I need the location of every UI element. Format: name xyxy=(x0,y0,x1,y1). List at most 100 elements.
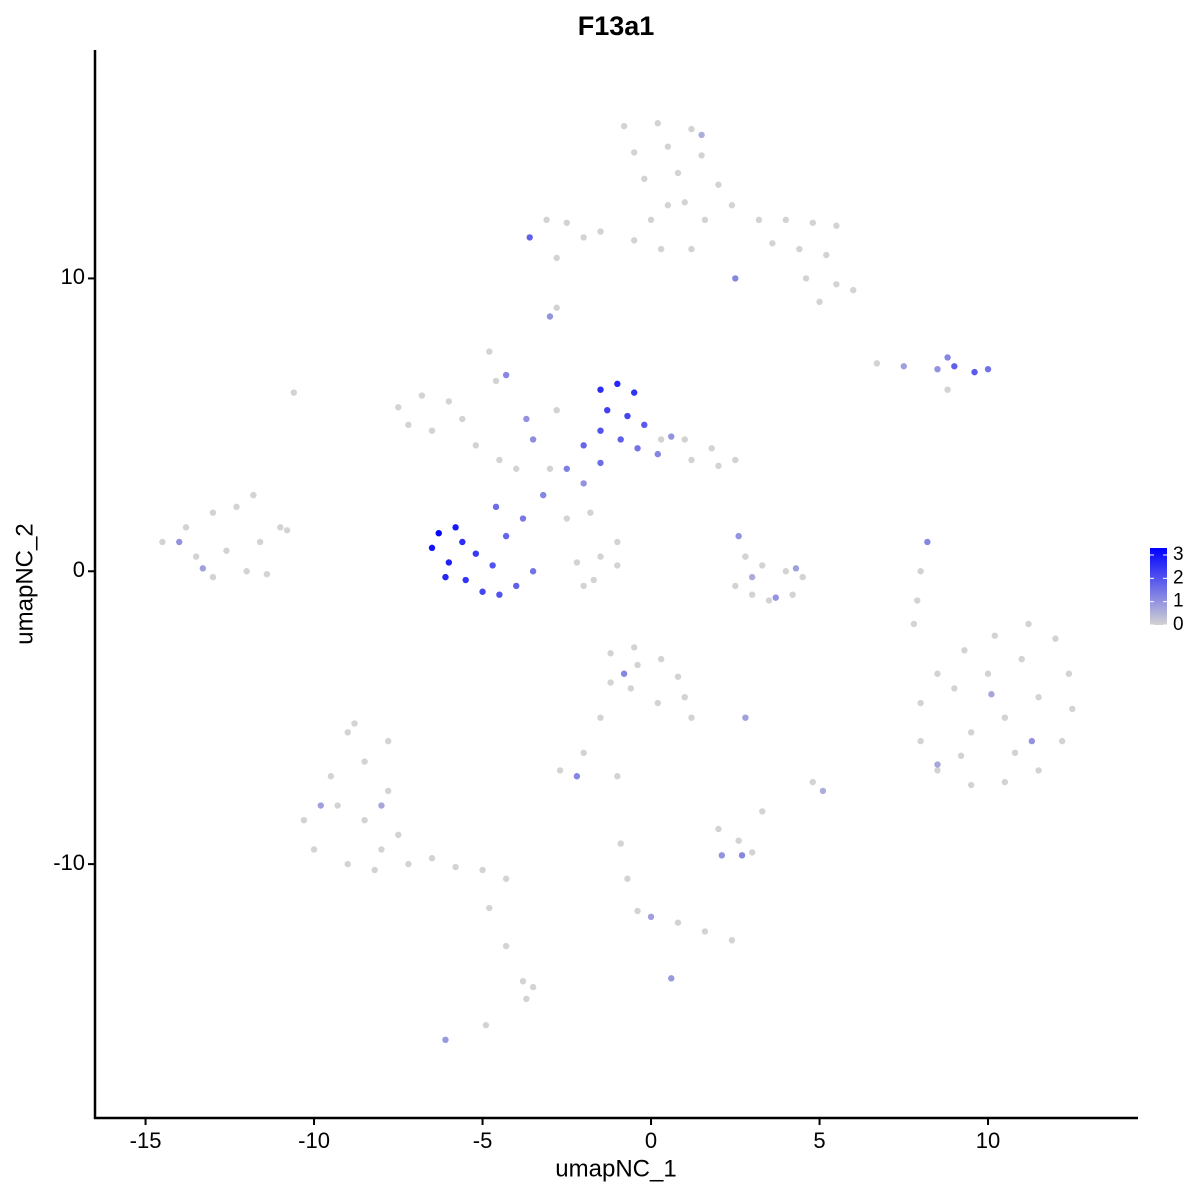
cell-point xyxy=(701,216,709,224)
cell-point xyxy=(769,240,776,247)
cell-point xyxy=(718,852,726,859)
cell-point xyxy=(624,875,631,882)
cell-point xyxy=(519,978,527,985)
cell-point xyxy=(630,237,638,244)
cell-point xyxy=(614,380,621,388)
cell-point xyxy=(657,245,665,253)
cell-point xyxy=(715,825,722,833)
cell-point xyxy=(614,773,621,780)
cell-point xyxy=(742,714,749,721)
cell-point xyxy=(647,216,655,224)
cell-point xyxy=(934,761,941,768)
cell-point xyxy=(917,568,924,575)
cell-point xyxy=(971,368,978,376)
cell-point xyxy=(526,234,533,241)
cell-point xyxy=(395,404,402,411)
x-tick-label: -10 xyxy=(298,1128,330,1153)
cell-point xyxy=(934,767,941,774)
cell-point xyxy=(634,907,641,915)
cell-point xyxy=(553,304,560,311)
cell-point xyxy=(523,995,530,1003)
cell-point xyxy=(617,436,624,443)
cell-point xyxy=(492,503,500,511)
cell-point xyxy=(1018,655,1025,663)
cell-point xyxy=(967,729,975,736)
cell-point xyxy=(1001,778,1009,786)
cell-point xyxy=(735,837,742,844)
cell-point xyxy=(452,524,459,531)
cell-point xyxy=(681,436,688,443)
cell-point xyxy=(546,313,554,320)
x-tick-label: 0 xyxy=(645,1128,657,1153)
cell-point xyxy=(546,465,554,472)
cell-point xyxy=(988,691,995,698)
cell-point xyxy=(445,398,453,405)
cell-point xyxy=(630,644,638,651)
cell-point xyxy=(452,863,459,871)
cell-point xyxy=(620,122,628,130)
cell-point xyxy=(759,562,766,569)
cell-point xyxy=(472,442,480,449)
cell-point xyxy=(496,456,503,464)
cell-point xyxy=(405,421,412,429)
cell-point xyxy=(1028,737,1036,745)
cell-point xyxy=(361,816,368,824)
color-bar-label: 1 xyxy=(1173,591,1184,612)
cell-point xyxy=(674,673,682,680)
cell-point xyxy=(833,222,840,229)
cell-point xyxy=(1058,737,1066,745)
cell-point xyxy=(630,149,638,156)
cell-point xyxy=(192,553,200,560)
cell-point xyxy=(1035,767,1042,774)
cell-point xyxy=(371,866,378,874)
x-axis-label: umapNC_1 xyxy=(555,1155,676,1182)
cell-point xyxy=(607,679,614,686)
cell-point xyxy=(951,363,958,370)
cell-point xyxy=(742,553,749,560)
cell-point xyxy=(492,377,500,385)
cell-point xyxy=(587,509,594,516)
cell-point xyxy=(209,573,217,581)
cell-point xyxy=(755,216,763,224)
cell-point xyxy=(573,559,581,566)
cell-point xyxy=(597,427,604,434)
cell-point xyxy=(1035,693,1042,701)
cell-point xyxy=(951,685,958,692)
cell-point xyxy=(580,442,587,449)
cell-point xyxy=(688,125,695,133)
cell-point xyxy=(502,942,510,950)
cell-point xyxy=(759,808,766,815)
cell-point xyxy=(816,298,823,306)
cell-point xyxy=(668,975,675,982)
cell-point xyxy=(715,462,722,470)
color-bar-label: 2 xyxy=(1173,567,1184,588)
cell-point xyxy=(317,802,324,809)
cell-point xyxy=(984,365,992,373)
cell-point xyxy=(850,286,857,294)
cell-point xyxy=(917,699,924,707)
cell-point xyxy=(435,529,442,537)
cell-point xyxy=(604,406,611,414)
cell-point xyxy=(580,480,587,487)
cell-point xyxy=(479,866,486,874)
cell-point xyxy=(708,445,715,452)
cell-point xyxy=(634,661,641,669)
cell-point xyxy=(728,202,736,209)
y-axis-label: umapNC_2 xyxy=(11,523,38,644)
cell-point xyxy=(674,919,682,926)
cell-point xyxy=(654,120,661,127)
cell-point xyxy=(1069,705,1076,713)
cell-point xyxy=(597,459,604,467)
cell-point xyxy=(573,773,581,780)
cell-point xyxy=(459,415,466,423)
y-tick-label: 10 xyxy=(61,264,85,289)
cell-point xyxy=(384,787,392,795)
cell-point xyxy=(459,538,466,546)
cell-point xyxy=(647,913,655,921)
cell-point xyxy=(176,538,183,546)
cell-point xyxy=(502,532,510,540)
cell-point xyxy=(654,450,661,458)
cell-point xyxy=(428,855,436,862)
cell-point xyxy=(819,787,827,795)
